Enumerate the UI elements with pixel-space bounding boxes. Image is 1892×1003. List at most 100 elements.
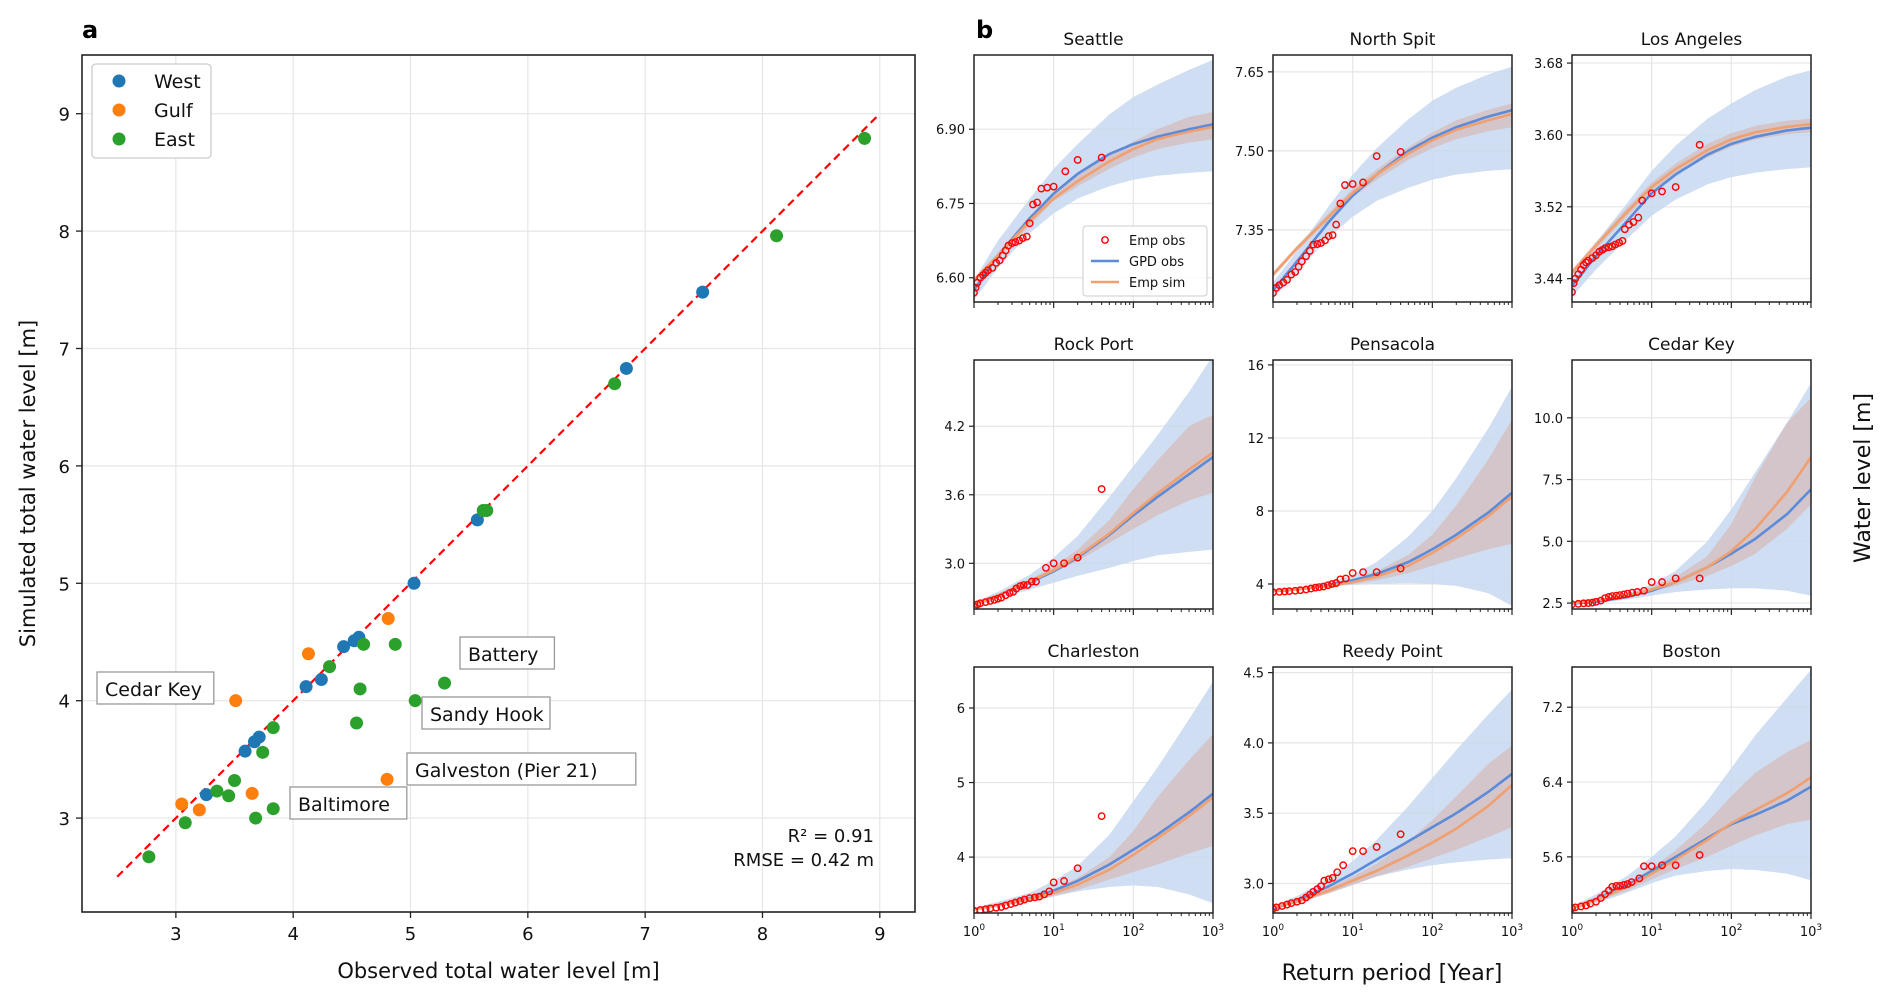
emp-obs-point [1315,583,1324,591]
emp-obs-point [1029,200,1037,209]
emp-obs-point [1658,861,1666,870]
emp-obs-point [1307,584,1315,593]
point-east [222,789,236,803]
emp-obs-point [1572,279,1578,288]
emp-obs-point [1045,887,1054,896]
emp-obs-point [1073,553,1082,562]
emp-obs-point [1097,153,1106,162]
emp-obs-point [1328,231,1337,240]
y-tick-label: 4 [957,851,965,866]
subplot-title: Pensacola [1350,335,1435,355]
x-tick-exponent: 1 [1059,923,1065,933]
emp-obs-point [1060,559,1068,568]
x-tick-exponent: 3 [1218,923,1224,933]
emp-obs-point [1611,240,1620,249]
x-tick-exponent: 2 [1139,923,1145,933]
legend-label-emp-obs: Emp obs [1129,234,1185,249]
emp-obs-point [1320,876,1329,885]
emp-obs-point [992,903,1001,912]
identity-line [116,112,881,878]
point-west [238,744,252,758]
point-east [323,660,337,674]
emp-obs-point [974,288,978,297]
point-east [438,676,452,690]
emp-sim-line [1273,112,1512,276]
annotation-box [459,636,556,670]
point-east [256,745,270,759]
emp-obs-point [1671,183,1680,191]
emp-obs-point [1001,901,1010,910]
point-west [299,680,313,694]
point-west [314,673,328,687]
y-tick-label: 3 [59,809,70,830]
emp-obs-point [1612,591,1621,600]
emp-obs-point [1604,243,1613,252]
point-east [142,850,156,864]
emp-obs-point [974,602,978,609]
emp-obs-point [1275,587,1284,596]
point-west [252,730,266,744]
sim-confidence-band [1572,740,1811,910]
emp-obs-point [1332,220,1341,229]
emp-obs-point [1311,583,1320,592]
y-tick-label: 10.0 [1534,412,1563,427]
x-tick-base: 10 [1720,925,1737,940]
emp-obs-point [1097,812,1106,820]
emp-obs-point [1638,196,1647,205]
x-tick-label: 8 [757,924,768,945]
y-tick-label: 7.65 [1235,66,1264,81]
y-tick-label: 6 [59,457,70,478]
subplot-title: Boston [1662,642,1721,662]
emp-obs-point [1601,594,1609,603]
emp-obs-point [1372,843,1381,851]
legend-box [1082,225,1208,297]
annotation-box [421,696,551,730]
y-tick-label: 7.2 [1542,701,1563,716]
point-west [619,361,633,375]
emp-obs-point [1305,247,1314,255]
annotation-label: Cedar Key [105,679,202,701]
y-tick-label: 6.4 [1542,776,1563,791]
x-tick-label: 102 [1122,923,1144,940]
emp-obs-point [1302,585,1310,594]
legend-label-east: East [154,129,195,151]
point-east [228,774,242,788]
emp-obs-point [1579,599,1588,608]
emp-obs-point [1640,586,1648,595]
y-tick-label: 4.0 [1243,737,1264,752]
emp-obs-point [1018,234,1027,243]
x-tick-base: 10 [1561,925,1578,940]
gpd-obs-line [1572,126,1811,287]
point-east [357,637,371,651]
emp-obs-point [1359,178,1367,187]
x-tick-base: 10 [1641,925,1658,940]
x-tick-label: 5 [405,924,416,945]
emp-obs-point [1623,880,1632,888]
emp-obs-point [1309,240,1318,249]
axes-frame [973,54,1214,303]
x-tick-base: 10 [1043,925,1060,940]
y-tick-label: 3.0 [1243,877,1264,892]
subplot-title: Seattle [1063,30,1123,50]
subplot-title: North Spit [1350,30,1436,50]
y-tick-label: 7.5 [1542,474,1563,489]
emp-obs-point [1027,577,1036,586]
emp-obs-point [976,599,985,608]
point-gulf [229,694,243,708]
emp-obs-point [997,903,1006,911]
subplot-seattle: Seattle 6.60 6.75 6.90 Emp obs GPD obs Emp sim [936,30,1214,308]
x-tick-label: 103 [1501,923,1523,940]
emp-obs-point [1022,232,1031,241]
x-tick-label: 101 [1641,923,1663,940]
emp-obs-point [1061,167,1070,176]
y-tick-label: 3.52 [1534,201,1563,216]
rmse-label: RMSE = 0.42 m [733,850,874,871]
x-tick-base: 10 [1122,925,1139,940]
emp-obs-point [1025,219,1034,228]
x-tick-label: 100 [963,923,986,940]
plot-area [1273,55,1512,302]
emp-obs-point [1616,881,1624,890]
point-east [266,721,280,735]
subplot-pensacola: Pensacola 4 8 12 16 [1247,335,1513,615]
